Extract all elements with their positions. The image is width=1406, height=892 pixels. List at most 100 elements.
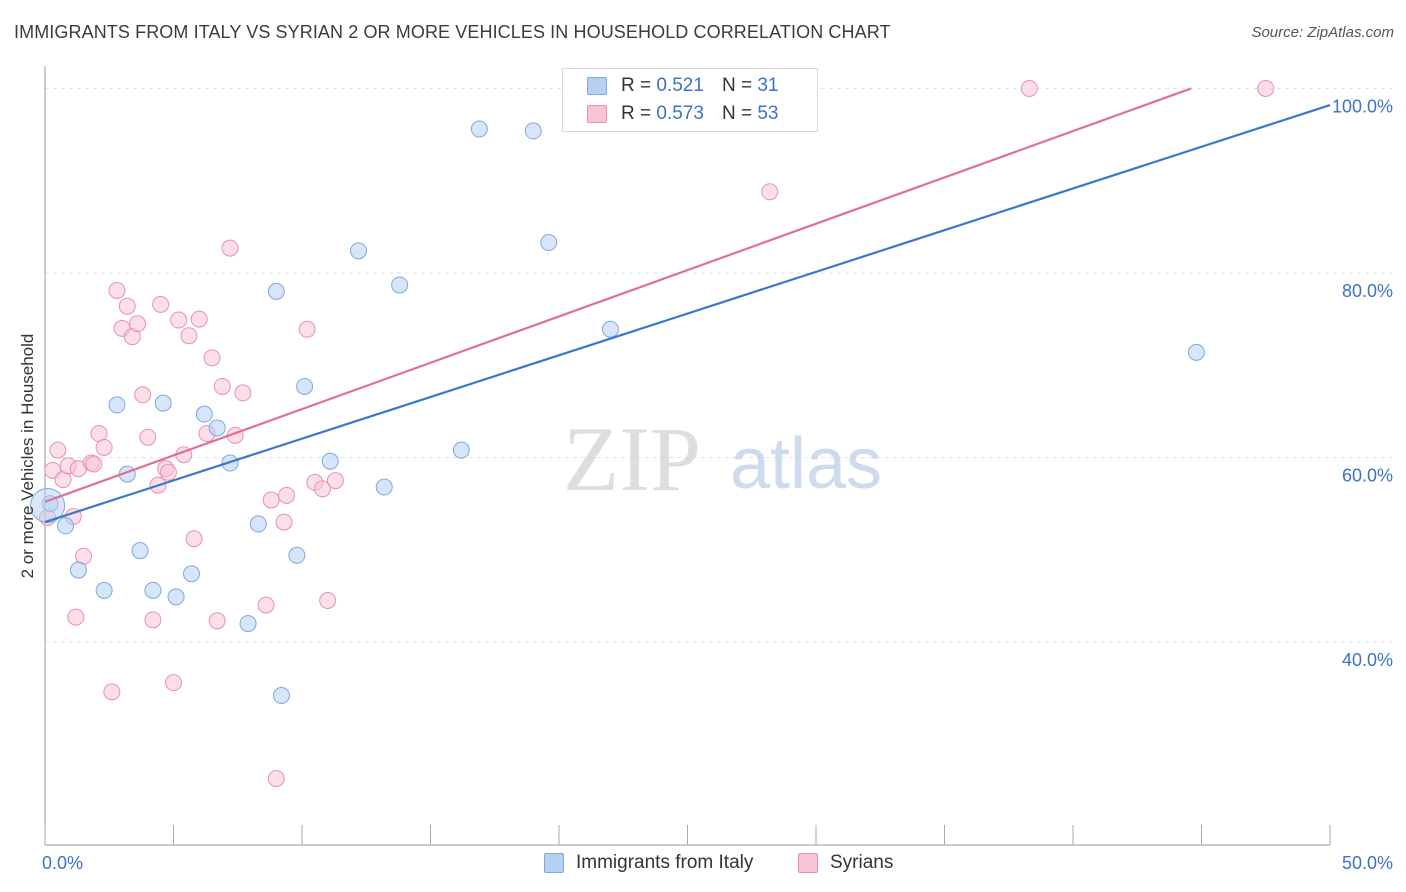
chart-title: IMMIGRANTS FROM ITALY VS SYRIAN 2 OR MOR…	[14, 22, 891, 42]
syrians-point	[267, 770, 285, 788]
y-tick-label: 80.0%	[1342, 281, 1393, 301]
axes	[44, 66, 1331, 846]
syrians-point	[180, 327, 198, 345]
x-tick-label: 0.0%	[42, 853, 83, 873]
legend-n-label: N =	[721, 103, 753, 124]
syrians-point	[170, 311, 188, 329]
syrians-point	[185, 530, 203, 548]
italy-point	[601, 320, 619, 338]
italy-point	[272, 687, 290, 705]
italy-points	[30, 120, 1205, 705]
legend-n-value: 31	[757, 75, 779, 96]
italy-point	[195, 405, 213, 423]
syrians-point	[85, 455, 103, 473]
y-axis-label: 2 or more Vehicles in Household	[18, 333, 37, 579]
grid-lines	[45, 87, 1392, 643]
italy-point	[239, 615, 257, 633]
syrians-point	[144, 611, 162, 629]
syrians-point	[298, 320, 316, 338]
italy-point	[208, 419, 226, 437]
syrians-point	[165, 674, 182, 692]
syrians-point	[319, 592, 337, 610]
bottom-legend-swatch-italy	[544, 853, 564, 873]
italy-point	[144, 581, 162, 599]
italy-point	[95, 581, 113, 599]
italy-point	[350, 242, 368, 260]
italy-point	[131, 542, 149, 560]
syrians-point	[118, 297, 136, 315]
italy-point	[296, 377, 314, 395]
italy-point	[540, 234, 558, 252]
italy-point	[288, 546, 306, 564]
legend-row-italy: R = 0.521 N = 31	[563, 71, 778, 101]
italy-point	[321, 452, 339, 470]
correlation-legend: R = 0.521 N = 31 R = 0.573 N = 53	[562, 68, 818, 132]
syrians-point	[139, 428, 157, 446]
syrians-point	[275, 513, 293, 531]
italy-point	[249, 515, 267, 533]
syrians-point	[213, 377, 231, 395]
syrians-point	[134, 386, 152, 404]
y-tick-label: 40.0%	[1342, 650, 1393, 670]
syrians-point	[108, 282, 126, 300]
syrians-point	[314, 480, 332, 498]
syrians-point	[262, 491, 280, 509]
italy-point	[524, 122, 542, 140]
italy-point	[57, 517, 75, 535]
syrians-point	[103, 683, 121, 701]
italy-point	[182, 565, 200, 583]
italy-point	[167, 588, 185, 606]
x-tick-label: 50.0%	[1342, 853, 1393, 873]
syrians-point	[1257, 79, 1275, 97]
bottom-legend-label-italy: Immigrants from Italy	[576, 852, 754, 873]
syrians-point	[761, 183, 779, 201]
syrians-point	[234, 384, 252, 402]
syrians-point	[159, 463, 177, 481]
italy-point	[108, 396, 126, 414]
legend-swatch-syrians	[587, 105, 607, 123]
watermark-atlas: atlas	[730, 424, 882, 504]
bottom-legend-italy: Immigrants from Italy	[544, 852, 753, 874]
italy-point	[1187, 343, 1205, 361]
syrians-point	[208, 612, 226, 630]
legend-r-label: R =	[621, 103, 652, 124]
italy-point	[375, 478, 393, 496]
italy-point	[154, 394, 172, 412]
source-label: Source: ZipAtlas.com	[1251, 24, 1394, 41]
trend-lines	[44, 87, 1331, 524]
legend-r-label: R =	[621, 75, 652, 96]
legend-n-label: N =	[721, 75, 753, 96]
syrians-point	[1020, 79, 1038, 97]
bottom-legend-label-syrians: Syrians	[830, 852, 894, 873]
syrians-point	[278, 486, 296, 504]
watermark-zip: ZIP	[563, 408, 701, 510]
legend-n-value: 53	[757, 103, 779, 124]
italy-point	[267, 282, 285, 300]
syrians-point	[67, 608, 85, 626]
syrians-point	[129, 315, 147, 333]
bottom-legend-syrians: Syrians	[798, 852, 893, 874]
tick-labels: 40.0% 60.0% 80.0% 100.0% 0.0% 50.0%	[42, 96, 1393, 873]
syrians-point	[152, 295, 170, 313]
bottom-legend-swatch-syrians	[798, 853, 818, 873]
italy-point	[391, 276, 409, 294]
legend-r-value: 0.521	[656, 75, 704, 96]
legend-swatch-italy	[587, 77, 607, 95]
syrians-point	[257, 596, 275, 614]
legend-r-value: 0.573	[656, 103, 704, 124]
syrians-point	[95, 438, 113, 456]
watermark: ZIP atlas	[563, 408, 882, 510]
syrians-point	[221, 239, 239, 257]
syrians-point	[203, 349, 221, 367]
syrians-point	[326, 472, 344, 490]
italy-point	[69, 561, 87, 579]
italy-point	[452, 441, 470, 459]
italy-trend-line	[44, 104, 1331, 524]
syrians-point	[49, 441, 67, 459]
legend-row-syrians: R = 0.573 N = 53	[563, 99, 778, 129]
y-tick-label: 60.0%	[1342, 466, 1393, 486]
syrians-trend-line	[44, 87, 1192, 503]
italy-point	[470, 120, 488, 138]
syrians-point	[190, 310, 208, 328]
